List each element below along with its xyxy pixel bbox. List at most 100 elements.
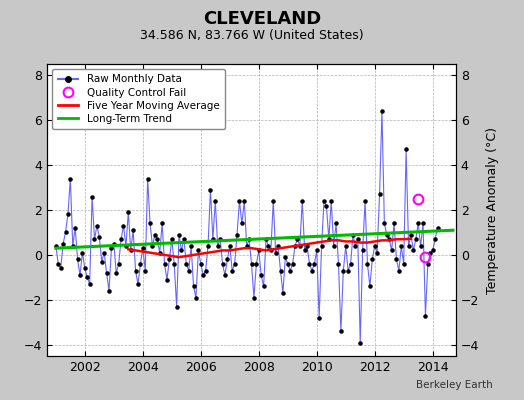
Point [233,232,241,238]
Point [325,236,333,242]
Point [69,243,77,249]
Point [122,243,130,249]
Point [288,261,297,267]
Point [296,243,304,249]
Point [305,261,314,267]
Text: CLEVELAND: CLEVELAND [203,10,321,28]
Point [330,243,338,249]
Point [308,268,316,274]
Point [139,245,147,251]
Point [366,283,374,290]
Point [417,243,425,249]
Point [344,268,352,274]
Point [399,261,408,267]
Point [136,261,145,267]
Title: 34.586 N, 83.766 W (United States): 34.586 N, 83.766 W (United States) [140,29,363,42]
Point [78,250,86,256]
Point [201,268,210,274]
Point [170,261,178,267]
Point [322,202,331,209]
Point [165,256,173,263]
Point [264,243,272,249]
Point [52,243,60,249]
Point [252,261,260,267]
Point [231,261,239,267]
Point [192,294,200,301]
Point [354,236,362,242]
Point [226,243,234,249]
Point [334,261,343,267]
Point [238,220,246,227]
Point [156,250,164,256]
Point [358,247,367,254]
Point [114,261,123,267]
Point [267,247,275,254]
Point [339,268,347,274]
Point [153,236,161,242]
Point [429,247,437,254]
Point [431,236,439,242]
Point [375,191,384,198]
Point [373,250,381,256]
Point [298,198,307,204]
Point [269,198,277,204]
Point [144,175,152,182]
Point [390,220,398,227]
Point [257,272,265,278]
Point [320,198,328,204]
Point [57,265,65,272]
Point [175,232,183,238]
Point [247,261,256,267]
Point [378,108,386,114]
Point [97,258,106,265]
Point [141,268,149,274]
Point [240,198,248,204]
Point [337,328,345,334]
Point [235,198,244,204]
Point [303,243,311,249]
Point [407,232,415,238]
Point [349,232,357,238]
Point [300,247,309,254]
Point [211,198,220,204]
Point [76,272,84,278]
Point [383,232,391,238]
Point [274,243,282,249]
Point [184,268,193,274]
Point [172,303,181,310]
Point [64,211,72,218]
Point [151,232,159,238]
Point [100,250,108,256]
Point [351,243,359,249]
Point [315,315,323,321]
Point [279,290,287,296]
Y-axis label: Temperature Anomaly (°C): Temperature Anomaly (°C) [486,126,499,294]
Point [168,236,176,242]
Point [276,268,285,274]
Point [216,236,224,242]
Point [421,312,430,319]
Point [310,261,319,267]
Point [385,236,394,242]
Point [112,270,121,276]
Point [259,283,268,290]
Point [293,236,302,242]
Point [54,261,62,267]
Point [126,247,135,254]
Point [363,261,372,267]
Point [342,243,350,249]
Point [368,256,377,263]
Point [146,220,154,227]
Point [85,281,94,287]
Point [71,225,79,231]
Point [163,276,171,283]
Point [213,243,222,249]
Point [392,256,401,263]
Point [196,261,205,267]
Point [243,243,251,249]
Point [206,186,215,193]
Point [107,245,116,251]
Point [66,175,74,182]
Point [102,270,111,276]
Point [380,220,389,227]
